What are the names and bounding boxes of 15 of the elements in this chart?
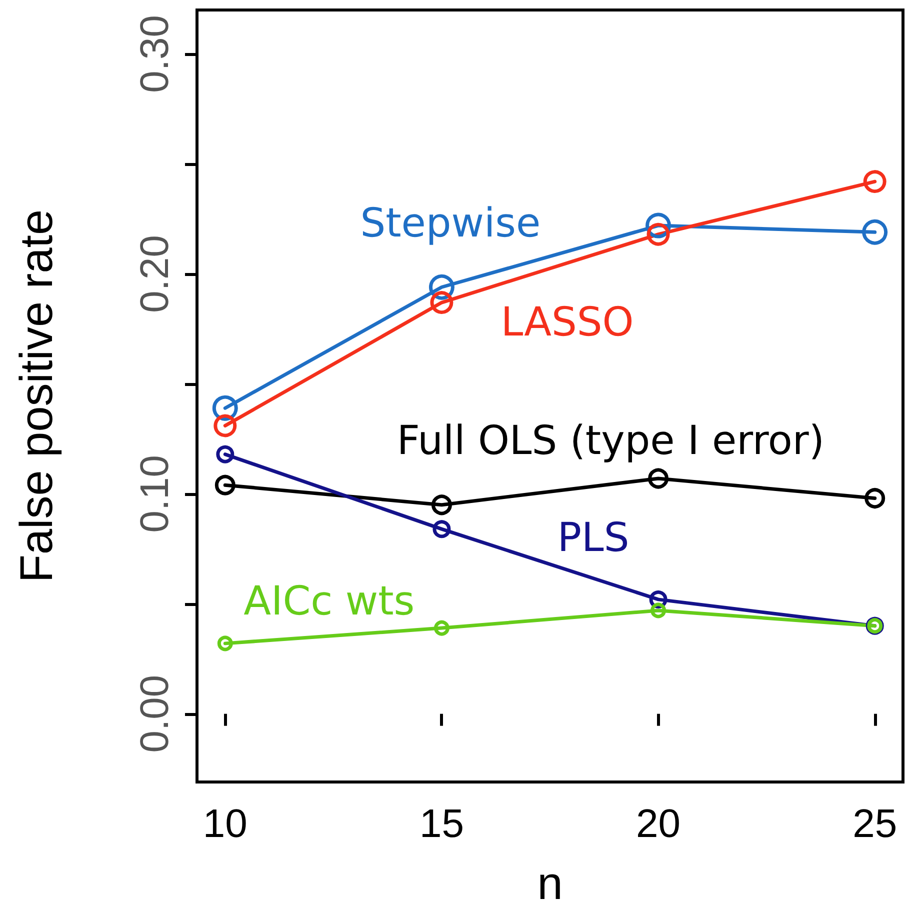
y-tick-label: 0.20 — [133, 235, 177, 313]
x-tick-label: 25 — [852, 802, 898, 846]
x-tick-label: 10 — [202, 802, 248, 846]
x-tick-label: 20 — [636, 802, 681, 846]
series-label: Stepwise — [360, 200, 541, 246]
series-label: PLS — [557, 514, 630, 561]
y-tick-label: 0.30 — [133, 15, 177, 93]
y-axis-title: False positive rate — [10, 209, 62, 583]
series-label: LASSO — [500, 299, 634, 346]
series-label: Full OLS (type I error) — [396, 418, 824, 464]
x-axis-title: n — [537, 857, 563, 909]
series-label: AICc wts — [244, 578, 415, 625]
y-tick-label: 0.00 — [133, 674, 177, 753]
y-tick-label: 0.10 — [133, 454, 177, 533]
x-tick-label: 15 — [419, 802, 464, 846]
